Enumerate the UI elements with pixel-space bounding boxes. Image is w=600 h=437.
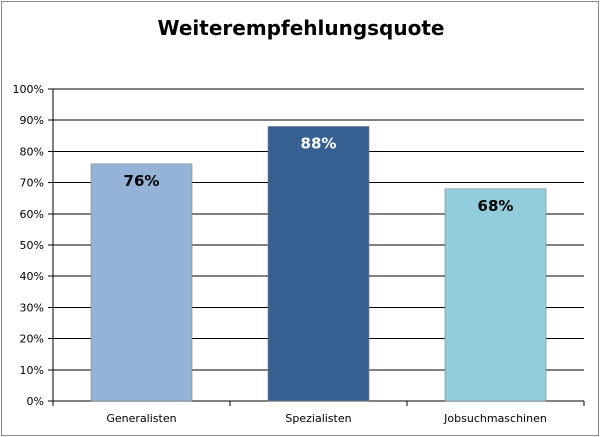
chart-title: Weiterempfehlungsquote <box>157 16 445 40</box>
y-tick-label: 20% <box>20 333 44 346</box>
y-tick-label: 40% <box>20 270 44 283</box>
x-tick-label: Spezialisten <box>285 412 351 425</box>
y-tick-label: 10% <box>20 364 44 377</box>
bar <box>90 163 193 402</box>
data-label: 76% <box>124 172 160 190</box>
x-tick-label: Generalisten <box>106 412 176 425</box>
y-tick-label: 100% <box>13 83 44 96</box>
y-tick-label: 90% <box>20 114 44 127</box>
bar <box>267 126 370 402</box>
data-label: 88% <box>301 134 337 152</box>
bar <box>444 188 547 402</box>
data-label: 68% <box>478 197 514 215</box>
y-tick-label: 50% <box>20 239 44 252</box>
y-tick-label: 80% <box>20 145 44 158</box>
y-tick-label: 60% <box>20 208 44 221</box>
y-tick-label: 70% <box>20 177 44 190</box>
y-tick-label: 0% <box>27 395 44 408</box>
y-tick-label: 30% <box>20 301 44 314</box>
x-tick-label: Jobsuchmaschinen <box>443 412 547 425</box>
